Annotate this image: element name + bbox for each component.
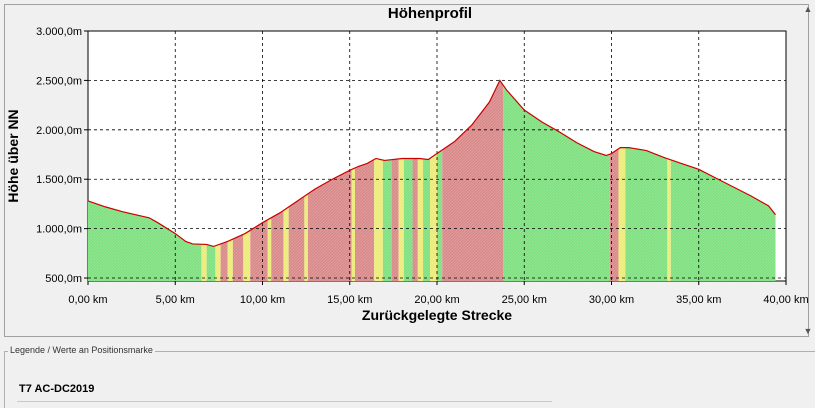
y-tick-label: 2.000,0m — [36, 125, 82, 137]
legend-caption: Legende / Werte an Positionsmarke — [8, 345, 155, 355]
track-underline — [17, 401, 552, 402]
scroll-down-arrow-icon[interactable]: ▼ — [803, 326, 813, 336]
elevation-chart: 500,0m 1.000,0m 1.500,0m 2.000,0m 2.500,0m 3.… — [5, 26, 809, 323]
x-tick-label: 25,00 km — [502, 294, 547, 306]
chart-panel: Höhenprofil ▲ ▼ 500,0m 1.000,0m 1.500,0m 2.… — [4, 4, 813, 337]
x-tick-label: 15,00 km — [327, 294, 372, 306]
x-tick-label: 5,00 km — [156, 294, 195, 306]
x-tick-label: 0,00 km — [68, 294, 107, 306]
x-tick-label: 20,00 km — [414, 294, 459, 306]
legend-box — [4, 351, 815, 408]
x-tick-label: 40,00 km — [763, 294, 808, 306]
track-name: T7 AC-DC2019 — [19, 383, 95, 395]
x-tick-label: 10,00 km — [240, 294, 285, 306]
x-tick-label: 30,00 km — [589, 294, 634, 306]
y-tick-label: 1.000,0m — [36, 224, 82, 236]
x-axis-label: Zurückgelegte Strecke — [362, 307, 512, 323]
y-tick-label: 2.500,0m — [36, 75, 82, 87]
elevation-line — [87, 79, 777, 248]
y-axis-label: Höhe über NN — [5, 109, 21, 202]
y-tick-label: 1.500,0m — [36, 174, 82, 186]
scroll-up-arrow-icon[interactable]: ▲ — [803, 4, 813, 14]
y-tick-label: 3.000,0m — [36, 26, 82, 38]
x-tick-label: 35,00 km — [676, 294, 721, 306]
chart-title: Höhenprofil — [387, 5, 473, 22]
y-tick-label: 500,0m — [45, 273, 82, 285]
